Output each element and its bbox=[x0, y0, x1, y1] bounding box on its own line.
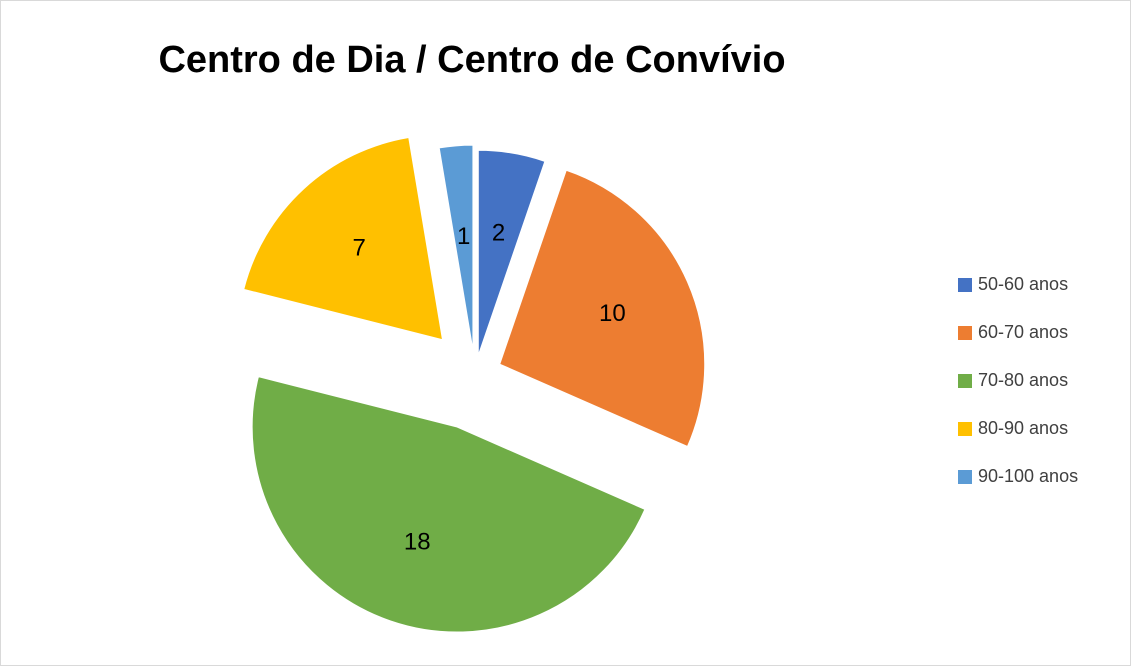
legend-swatch bbox=[958, 374, 972, 388]
data-label: 2 bbox=[492, 219, 505, 246]
chart-title: Centro de Dia / Centro de Convívio bbox=[158, 39, 785, 81]
legend-swatch bbox=[958, 278, 972, 292]
pie-slice bbox=[477, 149, 546, 356]
data-label: 1 bbox=[457, 223, 470, 250]
pie-slice bbox=[499, 169, 706, 448]
legend-label: 60-70 anos bbox=[978, 322, 1068, 342]
legend-label: 70-80 anos bbox=[978, 370, 1068, 390]
legend-label: 90-100 anos bbox=[978, 466, 1078, 486]
data-label: 18 bbox=[404, 529, 431, 556]
pie-slice bbox=[438, 144, 474, 351]
legend-label: 80-90 anos bbox=[978, 418, 1068, 438]
data-label: 7 bbox=[353, 235, 366, 262]
pie-slice bbox=[251, 376, 646, 633]
legend-swatch bbox=[958, 470, 972, 484]
legend-swatch bbox=[958, 422, 972, 436]
pie-slice bbox=[243, 136, 444, 341]
legend-label: 50-60 anos bbox=[978, 274, 1068, 294]
data-label: 10 bbox=[599, 300, 626, 327]
legend-swatch bbox=[958, 326, 972, 340]
